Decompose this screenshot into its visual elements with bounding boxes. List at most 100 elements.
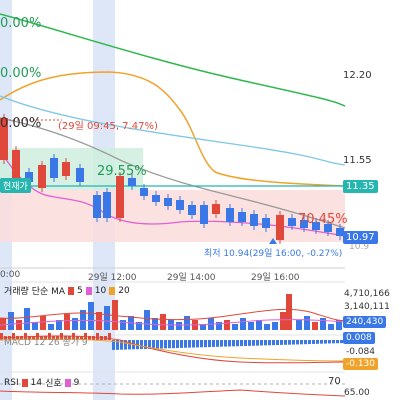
macd-bar <box>56 336 59 340</box>
rsi-line <box>0 389 346 397</box>
macd-bar <box>128 340 131 350</box>
volume-value-tag: 240,430 <box>343 316 387 328</box>
candle <box>116 176 124 218</box>
rsi-axis-65: 65.00 <box>344 388 370 398</box>
candle <box>62 162 70 176</box>
macd-bar <box>52 336 55 340</box>
volume-bar <box>72 318 78 330</box>
price-axis-11-55: 11.55 <box>343 155 372 166</box>
macd-bar <box>148 340 151 349</box>
macd-bar <box>12 333 15 340</box>
volume-bar <box>160 314 166 330</box>
volume-bar <box>40 316 46 330</box>
rsi-legend[interactable]: RSI 14 신호 9 <box>4 376 79 390</box>
volume-bar <box>256 320 262 330</box>
macd-bar <box>0 333 3 340</box>
macd-bar <box>224 340 227 347</box>
volume-bar <box>328 324 334 330</box>
candle <box>250 214 258 226</box>
volume-bar <box>136 322 142 330</box>
time-axis-tick-1: 0:00 <box>0 270 21 280</box>
volume-bar <box>184 316 190 330</box>
candle <box>50 158 58 178</box>
candle <box>103 192 111 218</box>
volume-ma10-line <box>0 319 346 326</box>
macd-bar <box>228 340 231 347</box>
rsi-legend-signal-label: 신호 <box>45 379 62 389</box>
volume-bar <box>280 312 286 330</box>
macd-bar <box>144 340 147 349</box>
candle <box>25 172 33 182</box>
macd-bar <box>200 340 203 348</box>
volume-bar <box>16 320 22 330</box>
candle <box>140 188 148 196</box>
loss-percent: 70.45% <box>298 212 348 227</box>
pct-top-label: 0.00% <box>0 16 42 31</box>
macd-bar <box>176 340 179 349</box>
candle <box>288 218 296 226</box>
time-axis-tick-3: 29일 14:00 <box>167 273 216 283</box>
volume-bar <box>120 320 126 330</box>
volume-bar <box>240 318 246 330</box>
volume-bar <box>200 324 206 330</box>
volume-bar <box>272 322 278 330</box>
macd-bar <box>116 340 119 350</box>
macd-bar <box>244 340 247 346</box>
low-marker-icon <box>269 238 277 244</box>
macd-bar <box>324 340 327 344</box>
candle <box>76 168 84 182</box>
volume-bar <box>264 324 270 330</box>
macd-bar <box>76 336 79 340</box>
macd-axis-tag: 0.008 <box>343 332 375 344</box>
volume-axis-mid: 3,140,111 <box>344 302 390 312</box>
candle <box>212 204 220 214</box>
volume-legend[interactable]: 거래량 단순 MA 5 10 20 <box>4 284 130 298</box>
ma-green-line <box>0 13 346 107</box>
time-axis-tick-4: 29일 16:00 <box>251 273 300 283</box>
macd-bar <box>252 340 255 346</box>
candle <box>176 200 184 210</box>
macd-bar <box>240 340 243 347</box>
volume-bar <box>56 320 62 330</box>
volume-ma5-line <box>0 308 346 321</box>
macd-bar <box>152 340 155 349</box>
volume-bar <box>8 312 14 330</box>
time-axis-tick-2: 29일 12:00 <box>88 273 137 283</box>
candle <box>226 208 234 222</box>
macd-bar <box>180 340 183 348</box>
macd-bar <box>260 340 263 346</box>
volume-bar <box>88 302 94 330</box>
macd-axis-low: -0.084 <box>346 347 376 357</box>
candle <box>128 178 136 186</box>
volume-bar <box>104 306 110 330</box>
candle <box>312 222 320 230</box>
candle <box>324 224 332 232</box>
volume-bar <box>112 300 118 330</box>
macd-bar <box>44 336 47 340</box>
candle <box>200 205 208 224</box>
macd-bar <box>192 340 195 348</box>
macd-bar <box>208 340 211 348</box>
price-axis-faint: 10.9 <box>349 242 370 252</box>
rsi-legend-period: 14 <box>30 377 43 388</box>
macd-bar <box>120 340 123 350</box>
volume-bar <box>48 324 54 330</box>
rsi-legend-title: RSI <box>4 377 19 388</box>
macd-bar <box>280 340 283 345</box>
macd-bar <box>332 340 335 344</box>
macd-bar <box>264 340 267 346</box>
macd-legend[interactable]: MACD 12 26 종가 9 <box>4 338 88 348</box>
macd-bar <box>80 336 83 340</box>
volume-bar <box>224 320 230 330</box>
ma10-swatch <box>85 286 92 295</box>
macd-bar <box>232 340 235 347</box>
candle <box>0 118 8 160</box>
volume-bar <box>0 318 6 330</box>
low-note: 최저 10.94(29일 16:00, -0.27%) <box>204 249 343 259</box>
volume-bar <box>336 320 342 330</box>
macd-bar <box>108 333 111 340</box>
macd-bar <box>276 340 279 346</box>
ma20-swatch <box>109 286 116 295</box>
